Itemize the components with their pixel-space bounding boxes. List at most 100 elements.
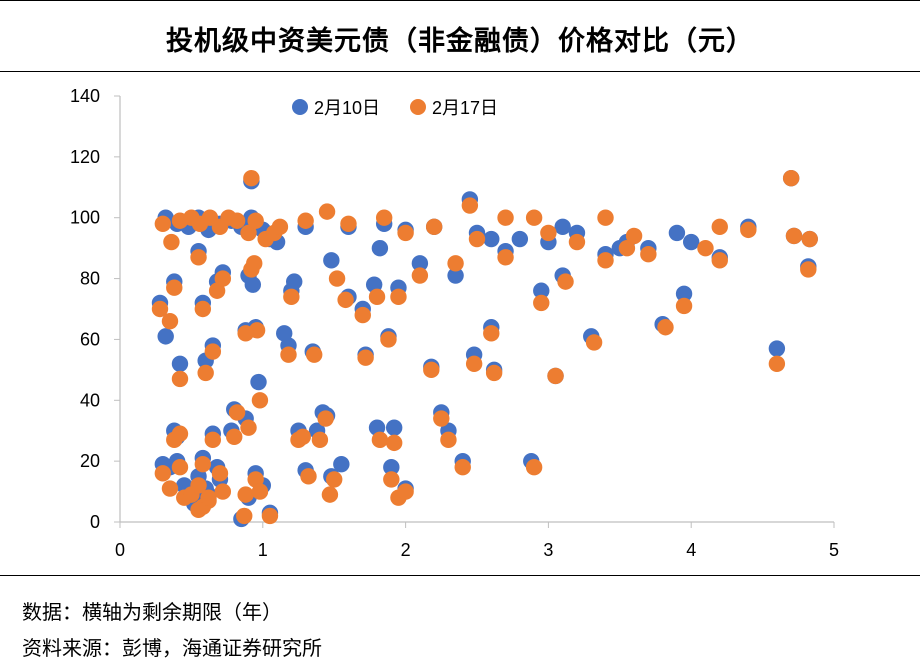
point-feb10 <box>554 218 571 236</box>
point-feb17 <box>385 434 403 452</box>
point-feb17 <box>468 230 486 248</box>
point-feb17 <box>711 218 728 236</box>
x-tick-label: 3 <box>543 540 553 560</box>
point-feb17 <box>243 169 260 187</box>
point-feb17 <box>300 468 317 485</box>
point-feb17 <box>423 361 440 379</box>
point-feb10 <box>157 328 174 345</box>
point-feb17 <box>240 419 257 436</box>
point-feb17 <box>675 297 693 315</box>
legend: 2月10日 2月17日 <box>292 98 498 118</box>
x-tick-label: 2 <box>401 540 411 560</box>
point-feb17 <box>237 325 254 342</box>
y-tick-label: 120 <box>70 147 100 167</box>
point-feb17 <box>640 246 657 263</box>
point-feb17 <box>151 300 169 318</box>
point-feb10 <box>675 285 693 302</box>
point-feb17 <box>271 218 289 236</box>
point-feb17 <box>390 288 407 306</box>
point-feb17 <box>190 501 207 519</box>
point-feb17 <box>782 169 800 187</box>
point-feb17 <box>154 465 172 482</box>
point-feb17 <box>497 249 514 266</box>
point-feb10 <box>383 459 400 476</box>
point-feb17 <box>194 455 212 473</box>
point-feb17 <box>618 239 636 257</box>
point-feb17 <box>597 209 614 226</box>
title-bar: 投机级中资美元债（非金融债）价格对比（元） <box>0 0 920 72</box>
y-tick-label: 0 <box>90 512 100 532</box>
point-feb17 <box>711 252 728 269</box>
point-feb10 <box>411 255 429 272</box>
point-feb17 <box>375 209 393 226</box>
point-feb17 <box>226 428 243 445</box>
point-feb17 <box>657 319 674 336</box>
point-feb17 <box>368 288 386 306</box>
axis-note: 数据：横轴为剩余期限（年） <box>22 600 282 624</box>
point-feb17 <box>625 227 643 245</box>
point-feb17 <box>228 404 246 421</box>
point-feb17 <box>697 239 714 257</box>
point-feb10 <box>447 267 464 284</box>
point-feb17 <box>161 480 179 497</box>
point-feb17 <box>247 212 264 229</box>
point-feb17 <box>311 431 329 449</box>
point-feb17 <box>380 331 397 348</box>
legend-label: 2月10日 <box>314 98 380 118</box>
point-feb17 <box>171 425 189 442</box>
point-feb17 <box>326 471 343 488</box>
point-feb10 <box>250 373 267 391</box>
point-feb17 <box>166 279 183 296</box>
x-tick-label: 0 <box>115 540 125 560</box>
point-feb17 <box>397 483 414 500</box>
y-tick-label: 40 <box>80 390 100 410</box>
point-feb17 <box>214 270 232 287</box>
point-feb10 <box>333 455 350 473</box>
point-feb17 <box>246 255 263 272</box>
point-feb17 <box>280 346 297 363</box>
point-feb17 <box>163 233 180 251</box>
point-feb10 <box>668 224 686 242</box>
point-feb10 <box>244 276 262 293</box>
point-feb17 <box>371 431 389 449</box>
point-feb17 <box>585 334 603 351</box>
point-feb17 <box>214 483 232 500</box>
scatter-chart: 0 1 2 3 4 5 0 20 40 60 80 100 120 140 2月10日 2月17日 <box>70 86 839 560</box>
point-feb17 <box>317 410 334 427</box>
point-feb17 <box>454 459 471 476</box>
point-feb17 <box>383 471 400 488</box>
point-feb17 <box>483 325 500 342</box>
point-feb17 <box>283 288 300 306</box>
footer-divider <box>0 575 920 576</box>
point-feb17 <box>485 364 503 382</box>
axes: 0 1 2 3 4 5 0 20 40 60 80 100 120 140 <box>70 86 839 560</box>
point-feb17 <box>547 367 564 385</box>
point-feb10 <box>286 273 303 290</box>
point-feb17 <box>171 459 189 476</box>
point-feb17 <box>190 249 207 266</box>
point-feb17 <box>228 212 246 229</box>
point-feb17 <box>411 267 429 284</box>
point-feb10 <box>371 239 389 257</box>
point-feb17 <box>354 306 371 324</box>
point-feb17 <box>337 291 354 309</box>
point-feb10 <box>683 233 700 251</box>
point-feb10 <box>533 282 550 299</box>
point-feb10 <box>768 340 786 357</box>
y-tick-label: 80 <box>80 269 100 289</box>
y-tick-label: 60 <box>80 329 100 349</box>
point-feb17 <box>533 294 550 312</box>
legend-label: 2月17日 <box>432 98 498 118</box>
point-feb17 <box>211 465 229 482</box>
point-feb17 <box>171 370 189 388</box>
point-feb10 <box>511 230 529 248</box>
point-feb17 <box>194 300 212 318</box>
point-feb10 <box>483 230 500 248</box>
point-feb17 <box>240 224 257 242</box>
x-tick-label: 5 <box>829 540 839 560</box>
point-feb17 <box>465 355 483 372</box>
point-feb17 <box>251 392 269 409</box>
point-feb17 <box>237 486 254 503</box>
point-feb17 <box>597 252 614 269</box>
point-feb17 <box>197 364 214 382</box>
